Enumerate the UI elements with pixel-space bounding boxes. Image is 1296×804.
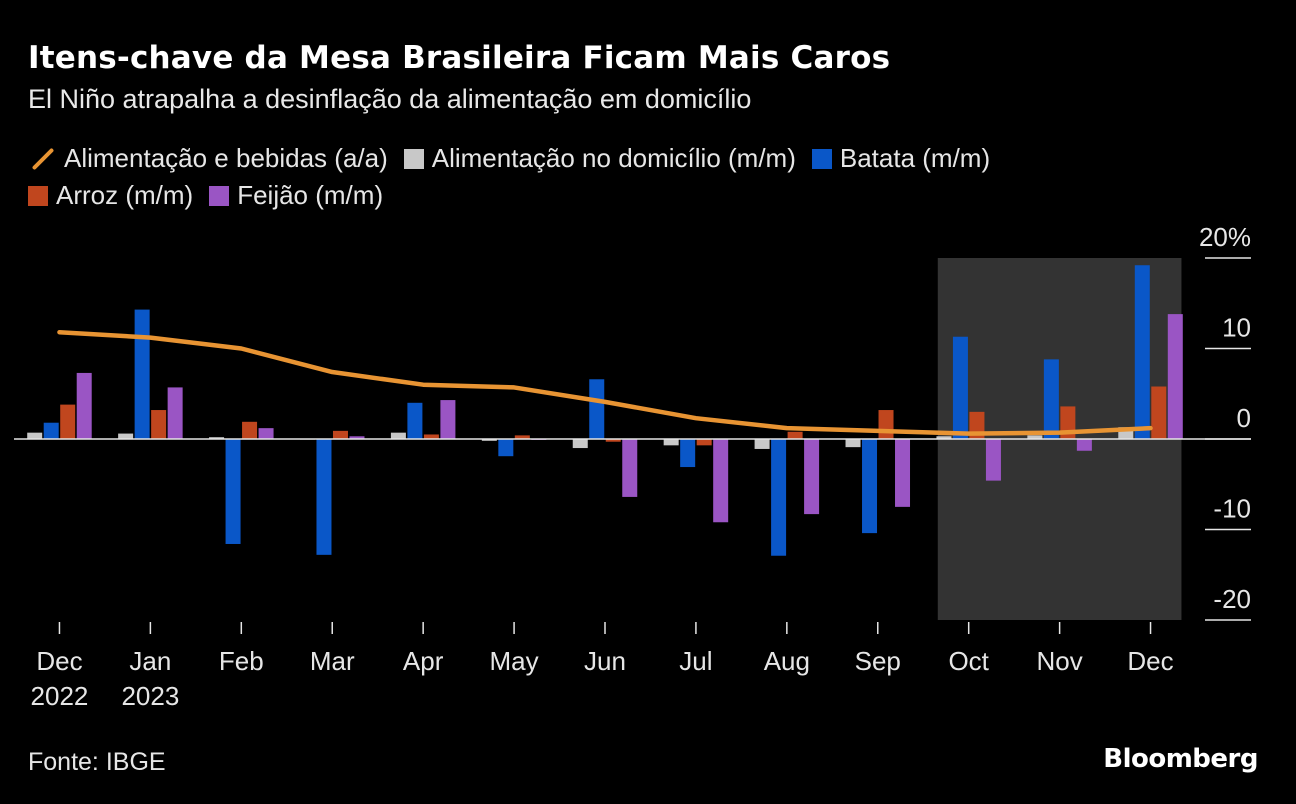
bar bbox=[225, 439, 241, 544]
bar bbox=[1134, 265, 1150, 439]
legend-row-2: Arroz (m/m) Feijão (m/m) bbox=[28, 177, 1268, 214]
bar bbox=[1043, 359, 1059, 439]
bar bbox=[316, 439, 332, 555]
y-tick-label: -20 bbox=[1213, 584, 1251, 614]
bar bbox=[332, 430, 348, 439]
bar bbox=[985, 439, 1001, 481]
y-tick-label: -10 bbox=[1213, 494, 1251, 524]
y-tick-label: 10 bbox=[1222, 313, 1251, 343]
bar bbox=[1027, 435, 1043, 439]
bar bbox=[572, 439, 588, 449]
bar bbox=[845, 439, 861, 448]
bar bbox=[118, 433, 134, 439]
legend: Alimentação e bebidas (a/a) Alimentação … bbox=[28, 140, 1268, 214]
chart-title: Itens-chave da Mesa Brasileira Ficam Mai… bbox=[28, 40, 891, 76]
bar bbox=[76, 372, 92, 439]
bar bbox=[514, 435, 530, 439]
legend-item-beans: Feijão (m/m) bbox=[209, 180, 383, 211]
square-swatch-icon bbox=[28, 185, 48, 206]
bar bbox=[151, 410, 167, 439]
bar bbox=[27, 432, 43, 439]
x-tick-label: Aug bbox=[764, 646, 810, 676]
legend-item-food-at-home: Alimentação no domicílio (m/m) bbox=[403, 143, 796, 174]
chart-subtitle: El Niño atrapalha a desinflação da alime… bbox=[28, 84, 752, 114]
bar bbox=[390, 432, 406, 439]
x-tick-label: Sep bbox=[855, 646, 901, 676]
bar bbox=[862, 439, 878, 534]
x-tick-year-label: 2022 bbox=[31, 681, 89, 711]
y-tick-label: 0 bbox=[1237, 403, 1251, 433]
legend-row-1: Alimentação e bebidas (a/a) Alimentação … bbox=[28, 140, 1268, 177]
bar bbox=[936, 436, 952, 439]
square-swatch-icon bbox=[403, 148, 424, 169]
legend-label: Feijão (m/m) bbox=[237, 180, 384, 210]
bar bbox=[209, 437, 225, 439]
x-tick-label: Dec bbox=[1127, 646, 1173, 676]
legend-label: Alimentação no domicílio (m/m) bbox=[431, 143, 796, 173]
bar bbox=[754, 439, 770, 449]
x-tick-label: Jun bbox=[584, 646, 626, 676]
bar bbox=[713, 439, 729, 523]
x-tick-label: Dec bbox=[36, 646, 82, 676]
x-tick-label: May bbox=[490, 646, 539, 676]
x-tick-label: Nov bbox=[1036, 646, 1082, 676]
bar bbox=[696, 439, 712, 446]
series-line bbox=[57, 329, 1153, 436]
bar bbox=[1118, 427, 1134, 439]
bar bbox=[605, 439, 621, 442]
bar bbox=[589, 379, 605, 439]
brand-logo: Bloomberg bbox=[1103, 744, 1258, 774]
legend-label: Arroz (m/m) bbox=[56, 180, 194, 210]
bar bbox=[895, 439, 911, 507]
legend-item-potato: Batata (m/m) bbox=[811, 143, 991, 174]
bar bbox=[134, 309, 150, 439]
square-swatch-icon bbox=[209, 185, 230, 206]
x-tick-label: Apr bbox=[403, 646, 444, 676]
bar bbox=[622, 439, 638, 497]
bar bbox=[680, 439, 696, 468]
bar bbox=[1076, 439, 1092, 451]
bar bbox=[481, 439, 497, 441]
bar bbox=[498, 439, 514, 457]
bar bbox=[1151, 386, 1167, 439]
square-swatch-icon bbox=[811, 148, 832, 169]
bar bbox=[663, 439, 679, 446]
bar bbox=[349, 436, 365, 439]
x-tick-label: Jan bbox=[129, 646, 171, 676]
bar bbox=[878, 410, 894, 439]
bar bbox=[1167, 314, 1183, 439]
x-tick-label: Feb bbox=[219, 646, 264, 676]
bar bbox=[771, 439, 787, 556]
bar bbox=[43, 422, 59, 439]
bar bbox=[242, 421, 258, 439]
source-note: Fonte: IBGE bbox=[28, 748, 166, 776]
x-tick-year-label: 2023 bbox=[121, 681, 179, 711]
bar bbox=[407, 402, 423, 439]
x-tick-label: Jul bbox=[679, 646, 712, 676]
bar bbox=[804, 439, 820, 515]
x-tick-label: Mar bbox=[310, 646, 355, 676]
legend-label: Alimentação e bebidas (a/a) bbox=[64, 143, 388, 173]
legend-label: Batata (m/m) bbox=[839, 143, 991, 173]
bar bbox=[787, 431, 803, 439]
legend-item-rice: Arroz (m/m) bbox=[28, 180, 193, 211]
bar bbox=[952, 336, 968, 439]
bar bbox=[60, 404, 76, 439]
x-tick-label: Oct bbox=[948, 646, 989, 676]
bar bbox=[258, 428, 274, 439]
legend-item-food-beverages: Alimentação e bebidas (a/a) bbox=[28, 143, 388, 174]
y-tick-label: 20% bbox=[1199, 222, 1251, 252]
bar bbox=[423, 434, 439, 439]
bar bbox=[167, 387, 183, 439]
bar bbox=[440, 400, 456, 439]
